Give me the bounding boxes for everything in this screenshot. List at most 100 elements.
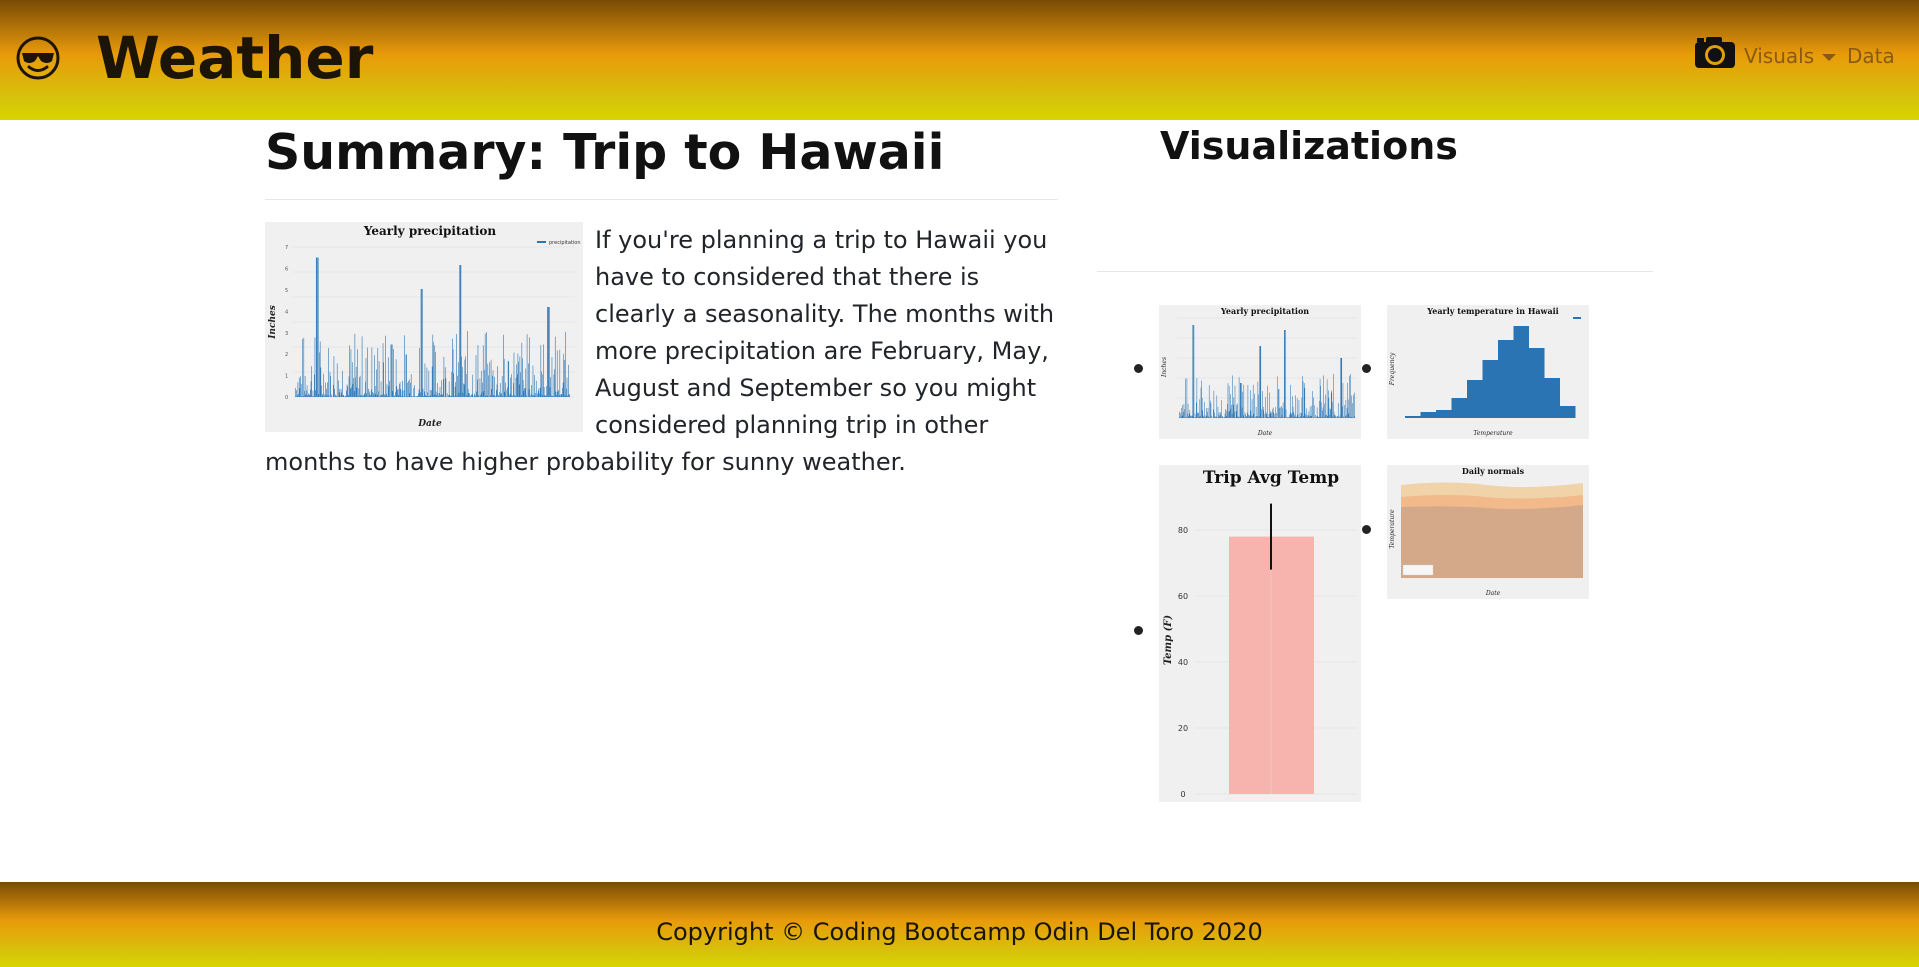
x-axis-label: Temperature (1473, 430, 1513, 437)
precip-spike (525, 368, 527, 397)
precip-spike (535, 393, 536, 397)
precip-spike (1246, 416, 1247, 418)
precip-spike (1293, 411, 1294, 418)
precip-spike (329, 371, 331, 397)
navbar: Weather Visuals Data (0, 0, 1919, 120)
precip-spike (1339, 416, 1340, 418)
precip-spike (347, 386, 348, 397)
precip-spike (448, 395, 449, 397)
precip-spike (1332, 402, 1333, 418)
precip-spike (408, 381, 409, 397)
precip-spike (1318, 416, 1319, 418)
precip-spike (568, 364, 569, 397)
precip-spike (1339, 415, 1341, 418)
precip-spike (399, 384, 400, 397)
precip-spike (1315, 414, 1316, 418)
precip-spike (1319, 400, 1320, 418)
precip-spike (1326, 414, 1327, 418)
daily-normals-thumbnail[interactable]: Daily normals Temperature Date (1387, 465, 1589, 599)
precip-spike (1305, 416, 1307, 418)
thumb-title: Daily normals (1462, 466, 1525, 476)
precip-spike (1294, 414, 1296, 418)
precip-spike (1205, 408, 1207, 418)
precip-spike (346, 384, 348, 397)
precip-spike (304, 390, 305, 397)
precip-spike (340, 389, 342, 397)
precip-spike (399, 382, 401, 397)
thumb-title: Yearly temperature in Hawaii (1426, 306, 1558, 316)
precip-spike (365, 358, 367, 397)
precip-spike (1330, 409, 1331, 418)
precip-spike (372, 392, 374, 397)
precip-spike (1279, 417, 1281, 418)
precip-spike (1210, 400, 1211, 418)
precip-spike (541, 395, 543, 397)
precip-spike (1242, 415, 1244, 418)
precip-spike (1334, 415, 1335, 418)
precip-spike (390, 344, 392, 397)
precip-spike (555, 391, 557, 397)
y-tick-label: 1 (285, 374, 288, 380)
precip-spike (1193, 325, 1195, 418)
precip-spike (343, 395, 345, 397)
precip-spike (533, 375, 535, 397)
nav-visuals-dropdown[interactable]: Visuals (1744, 44, 1837, 68)
precip-spike (439, 393, 440, 397)
precip-spike (371, 347, 373, 397)
precip-spike (1197, 413, 1198, 418)
histogram-bar (1513, 326, 1529, 418)
precip-spike (569, 394, 570, 397)
precip-spike (522, 380, 524, 397)
precip-spike (486, 395, 488, 397)
precip-spike (492, 370, 494, 397)
nav-data-link[interactable]: Data (1847, 44, 1895, 68)
precip-spike (551, 357, 553, 397)
yearly-precipitation-thumbnail[interactable]: Yearly precipitation Inches Date (1159, 305, 1361, 439)
precip-spike (455, 382, 457, 397)
precip-spike (1221, 416, 1223, 418)
precip-spike (392, 391, 394, 397)
precip-spike (397, 390, 398, 397)
precip-spike (1305, 413, 1306, 418)
precip-spike (1260, 346, 1262, 418)
precip-spike (1266, 413, 1267, 418)
brand-title[interactable]: Weather (96, 24, 374, 92)
precip-spike (338, 380, 339, 397)
precip-spike (549, 387, 551, 397)
precip-spike (342, 394, 344, 397)
legend-label: precipitation (549, 240, 581, 246)
precip-spike (1229, 411, 1230, 418)
precip-spike (370, 395, 371, 397)
precip-spike (1228, 411, 1229, 418)
precip-spike (499, 383, 501, 397)
precip-spike (544, 395, 546, 397)
precip-spike (323, 393, 325, 397)
smiling-face-with-sunglasses-icon[interactable] (14, 34, 62, 82)
precip-spike (1257, 381, 1259, 418)
camera-icon[interactable] (1694, 35, 1736, 69)
precip-spike (556, 395, 557, 397)
precip-spike (330, 375, 331, 397)
precip-spike (1333, 412, 1335, 418)
precip-spike (387, 396, 388, 397)
precip-spike (1207, 407, 1209, 418)
precip-spike (1227, 403, 1228, 418)
precip-spike (465, 373, 467, 397)
precip-spike (1293, 416, 1295, 418)
trip-avg-temp-thumbnail[interactable]: Trip Avg Temp 0 20 40 60 80 Temp (F) (1159, 465, 1361, 802)
precip-spike (476, 391, 477, 397)
precip-spike (492, 375, 493, 397)
precip-spike (414, 396, 416, 397)
precip-spike (1201, 397, 1203, 418)
precip-spike (450, 395, 451, 397)
precip-spike (458, 392, 460, 397)
precip-spike (566, 377, 568, 397)
precip-spike (1236, 404, 1238, 418)
yearly-temperature-thumbnail[interactable]: Yearly temperature in Hawaii Frequency T… (1387, 305, 1589, 439)
precip-spike (405, 354, 407, 397)
precip-spike (368, 391, 370, 397)
precip-spike (373, 395, 375, 397)
precip-spike (552, 396, 554, 397)
histogram-bar (1451, 398, 1467, 418)
precip-spike (561, 394, 563, 397)
